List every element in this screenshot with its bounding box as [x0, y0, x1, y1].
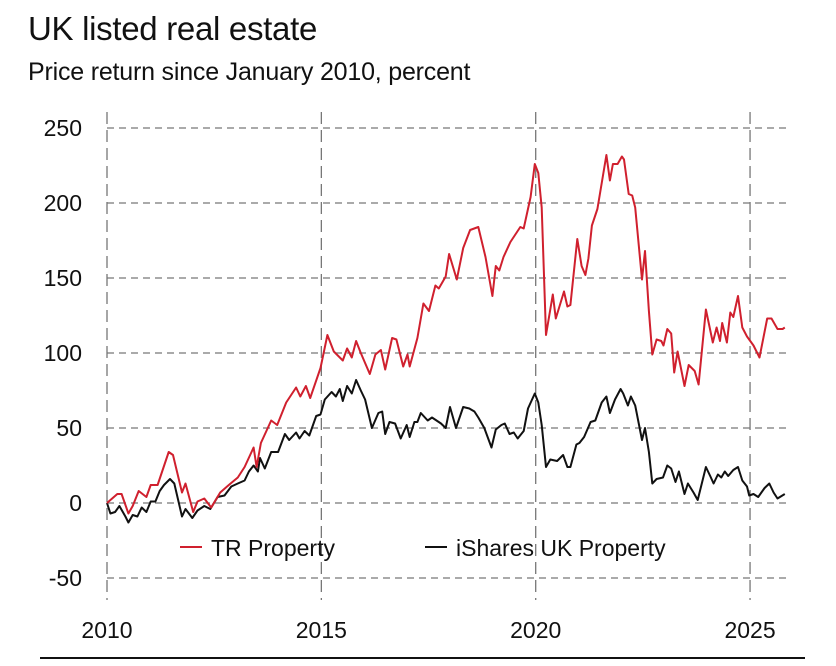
y-tick-label: 0: [69, 490, 82, 516]
legend: TR Property iShares UK Property: [180, 535, 666, 561]
y-tick-label: 50: [56, 415, 82, 441]
chart-subtitle: Price return since January 2010, percent: [28, 58, 471, 86]
y-tick-label: -50: [49, 565, 82, 591]
y-tick-label: 100: [44, 340, 82, 366]
y-axis-tick-labels: 250 200 150 100 50 0 -50: [44, 115, 82, 591]
x-tick-label: 2020: [510, 617, 561, 643]
series-line-tr-property: [106, 154, 786, 515]
x-axis-tick-labels: 2010 2015 2020 2025: [81, 617, 775, 643]
series-line-ishares-uk-property: [106, 379, 786, 524]
x-tick-label: 2015: [296, 617, 347, 643]
x-tick-label: 2010: [81, 617, 132, 643]
series-lines: [106, 154, 786, 524]
gridlines: [106, 112, 790, 600]
x-tick-label: 2025: [724, 617, 775, 643]
chart-title: UK listed real estate: [28, 10, 318, 47]
y-tick-label: 250: [44, 115, 82, 141]
y-tick-label: 200: [44, 190, 82, 216]
legend-label: iShares UK Property: [456, 535, 666, 561]
legend-label: TR Property: [211, 535, 335, 561]
y-tick-label: 150: [44, 265, 82, 291]
